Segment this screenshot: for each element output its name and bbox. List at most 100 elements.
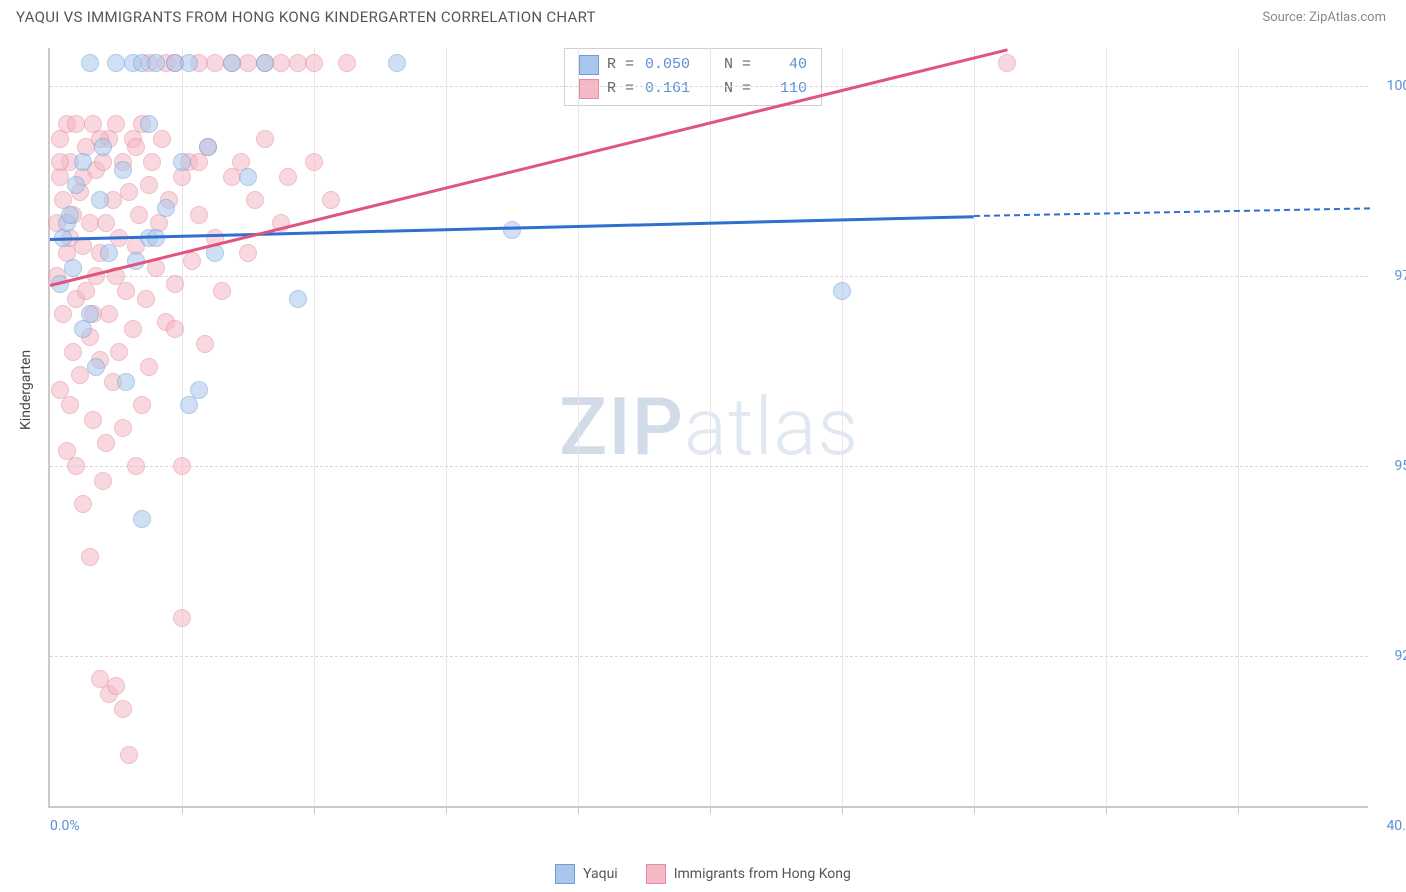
chart-title: YAQUI VS IMMIGRANTS FROM HONG KONG KINDE… [16, 8, 596, 26]
x-tick [182, 806, 183, 814]
scatter-point [239, 168, 257, 186]
gridline-h [50, 86, 1368, 87]
scatter-point [64, 343, 82, 361]
scatter-point [81, 54, 99, 72]
source-label: Source: ZipAtlas.com [1262, 10, 1386, 25]
scatter-point [114, 419, 132, 437]
scatter-point [183, 252, 201, 270]
scatter-point [256, 130, 274, 148]
scatter-point [503, 221, 521, 239]
scatter-point [64, 259, 82, 277]
scatter-point [74, 320, 92, 338]
legend-item-hk: Immigrants from Hong Kong [646, 864, 851, 884]
gridline-h [50, 656, 1368, 657]
x-tick [710, 806, 711, 814]
legend-label-yaqui: Yaqui [583, 866, 618, 882]
scatter-point [124, 320, 142, 338]
scatter-point [117, 282, 135, 300]
gridline-v [974, 48, 975, 806]
r-value-hk: 0.161 [642, 77, 690, 101]
scatter-point [190, 153, 208, 171]
scatter-point [140, 115, 158, 133]
x-tick [314, 806, 315, 814]
gridline-v [710, 48, 711, 806]
scatter-point [140, 176, 158, 194]
scatter-point [133, 510, 151, 528]
y-tick-label: 100.0% [1387, 78, 1406, 94]
scatter-point [190, 206, 208, 224]
scatter-point [173, 457, 191, 475]
scatter-point [190, 381, 208, 399]
scatter-point [107, 115, 125, 133]
scatter-point [81, 548, 99, 566]
scatter-point [998, 54, 1016, 72]
legend-swatch-hk [646, 864, 666, 884]
gridline-v [1106, 48, 1107, 806]
scatter-point [54, 305, 72, 323]
scatter-point [117, 373, 135, 391]
scatter-point [322, 191, 340, 209]
legend-label-hk: Immigrants from Hong Kong [674, 866, 851, 882]
x-axis-max-label: 40.0% [1386, 818, 1406, 834]
gridline-h [50, 466, 1368, 467]
scatter-point [94, 472, 112, 490]
y-tick-label: 92.5% [1394, 648, 1406, 664]
swatch-hk [579, 79, 599, 99]
scatter-point [180, 54, 198, 72]
scatter-point [67, 115, 85, 133]
x-tick [1238, 806, 1239, 814]
x-tick [446, 806, 447, 814]
gridline-v [578, 48, 579, 806]
r-label-2: R = [607, 77, 634, 101]
n-value-yaqui: 40 [759, 53, 807, 77]
scatter-point [97, 214, 115, 232]
scatter-point [173, 609, 191, 627]
scatter-point [256, 54, 274, 72]
scatter-point [166, 275, 184, 293]
scatter-point [120, 746, 138, 764]
scatter-point [51, 153, 69, 171]
scatter-point [196, 335, 214, 353]
scatter-point [199, 138, 217, 156]
legend: Yaqui Immigrants from Hong Kong [0, 864, 1406, 884]
gridline-h [50, 276, 1368, 277]
n-value-hk: 110 [759, 77, 807, 101]
scatter-point [100, 244, 118, 262]
gridline-v [1238, 48, 1239, 806]
scatter-point [114, 161, 132, 179]
scatter-point [272, 54, 290, 72]
x-tick [1106, 806, 1107, 814]
scatter-point [91, 191, 109, 209]
swatch-yaqui [579, 55, 599, 75]
scatter-point [120, 183, 138, 201]
scatter-point [114, 700, 132, 718]
n-label: N = [724, 53, 751, 77]
scatter-point [388, 54, 406, 72]
scatter-point [71, 366, 89, 384]
scatter-point [305, 54, 323, 72]
scatter-point [338, 54, 356, 72]
scatter-point [239, 244, 257, 262]
scatter-point [67, 176, 85, 194]
x-tick [578, 806, 579, 814]
scatter-point [173, 153, 191, 171]
scatter-point [61, 206, 79, 224]
scatter-point [223, 54, 241, 72]
x-axis-min-label: 0.0% [50, 818, 80, 834]
correlation-stats-box: R = 0.050 N = 40 R = 0.161 N = 110 [564, 48, 822, 106]
scatter-point [157, 199, 175, 217]
x-tick [974, 806, 975, 814]
scatter-point [279, 168, 297, 186]
scatter-point [100, 305, 118, 323]
scatter-point [223, 168, 241, 186]
stats-row-hk: R = 0.161 N = 110 [579, 77, 807, 101]
y-tick-label: 97.5% [1394, 268, 1406, 284]
scatter-point [74, 495, 92, 513]
r-value-yaqui: 0.050 [642, 53, 690, 77]
scatter-point [87, 358, 105, 376]
legend-item-yaqui: Yaqui [555, 864, 618, 884]
scatter-point [147, 54, 165, 72]
scatter-point [833, 282, 851, 300]
y-axis-title: Kindergarten [18, 350, 34, 430]
scatter-point [74, 153, 92, 171]
